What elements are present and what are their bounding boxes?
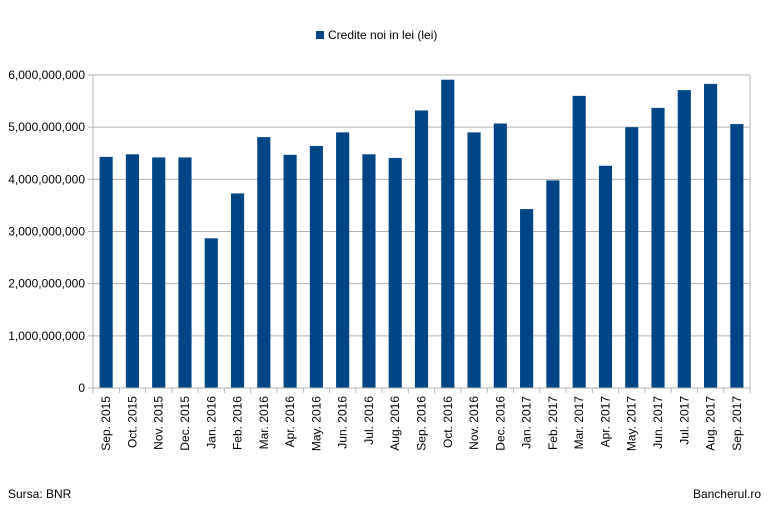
x-tick-label: Aug. 2016 <box>388 396 402 451</box>
brand-label: Bancherul.ro <box>692 487 761 501</box>
x-tick-labels: Sep. 2015 Oct. 2015 Nov. 2015 Dec. 2015 Jan.… <box>99 396 744 451</box>
x-tick-label: Oct. 2016 <box>441 396 455 448</box>
y-tick-label: 0 <box>78 381 85 395</box>
bar <box>625 127 639 389</box>
x-tick-label: Jan. 2017 <box>520 396 534 449</box>
bar <box>283 154 297 388</box>
bar <box>598 165 613 388</box>
bars <box>99 79 744 389</box>
x-tick-label: Feb. 2016 <box>231 396 245 450</box>
y-tick-label: 5,000,000,000 <box>8 120 85 134</box>
bar <box>362 154 376 388</box>
bar <box>704 83 718 388</box>
legend-label: Credite noi in lei (lei) <box>328 28 437 42</box>
x-tick-label: Feb. 2017 <box>546 396 560 450</box>
x-tick-label: Sep. 2017 <box>730 396 744 451</box>
bar <box>730 124 744 388</box>
x-tick-label: Mar. 2017 <box>572 396 586 450</box>
x-tick-label: May. 2017 <box>625 396 639 451</box>
bar <box>467 132 481 388</box>
x-tick-label: Nov. 2016 <box>467 396 481 450</box>
bar <box>257 137 271 388</box>
bar <box>677 90 691 389</box>
bar <box>125 154 139 388</box>
axes <box>88 74 751 393</box>
bar <box>572 95 586 388</box>
y-tick-label: 3,000,000,000 <box>8 225 85 239</box>
x-tick-label: Aug. 2017 <box>704 396 718 451</box>
y-tick-label: 6,000,000,000 <box>8 68 85 82</box>
x-tick-label: Jul. 2016 <box>362 396 376 445</box>
bar <box>204 238 218 388</box>
x-tick-label: Jun. 2016 <box>336 396 350 449</box>
x-tick-label: Oct. 2015 <box>125 396 139 448</box>
bar <box>152 157 166 388</box>
x-tick-label: Jul. 2017 <box>677 396 691 445</box>
y-tick-label: 4,000,000,000 <box>8 172 85 186</box>
y-tick-labels: 0 1,000,000,000 2,000,000,000 3,000,000,000… <box>8 68 85 395</box>
bar <box>414 110 429 389</box>
x-tick-label: Apr. 2016 <box>283 396 297 448</box>
bar <box>178 157 192 388</box>
bar <box>336 132 350 388</box>
bar <box>99 156 113 388</box>
bar <box>230 193 245 388</box>
bar <box>309 145 323 388</box>
y-tick-label: 1,000,000,000 <box>8 329 85 343</box>
x-tick-label: Jan. 2016 <box>204 396 218 449</box>
x-tick-label: Sep. 2015 <box>99 396 113 451</box>
x-tick-label: Dec. 2016 <box>493 396 507 451</box>
x-tick-label: Apr. 2017 <box>598 396 612 448</box>
x-tick-label: Nov. 2015 <box>152 396 166 450</box>
bar <box>546 180 560 388</box>
bar <box>520 209 534 388</box>
source-note: Sursa: BNR <box>8 487 72 501</box>
bar <box>493 123 507 388</box>
x-tick-label: Dec. 2015 <box>178 396 192 451</box>
bar <box>651 107 665 389</box>
bar <box>441 79 455 388</box>
legend: Credite noi in lei (lei) <box>316 28 437 42</box>
x-tick-label: May. 2016 <box>309 396 323 451</box>
bar <box>388 157 402 388</box>
y-tick-label: 2,000,000,000 <box>8 277 85 291</box>
x-tick-label: Mar. 2016 <box>257 396 271 450</box>
legend-swatch <box>316 31 324 39</box>
x-tick-label: Jun. 2017 <box>651 396 665 449</box>
x-tick-label: Sep. 2016 <box>415 396 429 451</box>
